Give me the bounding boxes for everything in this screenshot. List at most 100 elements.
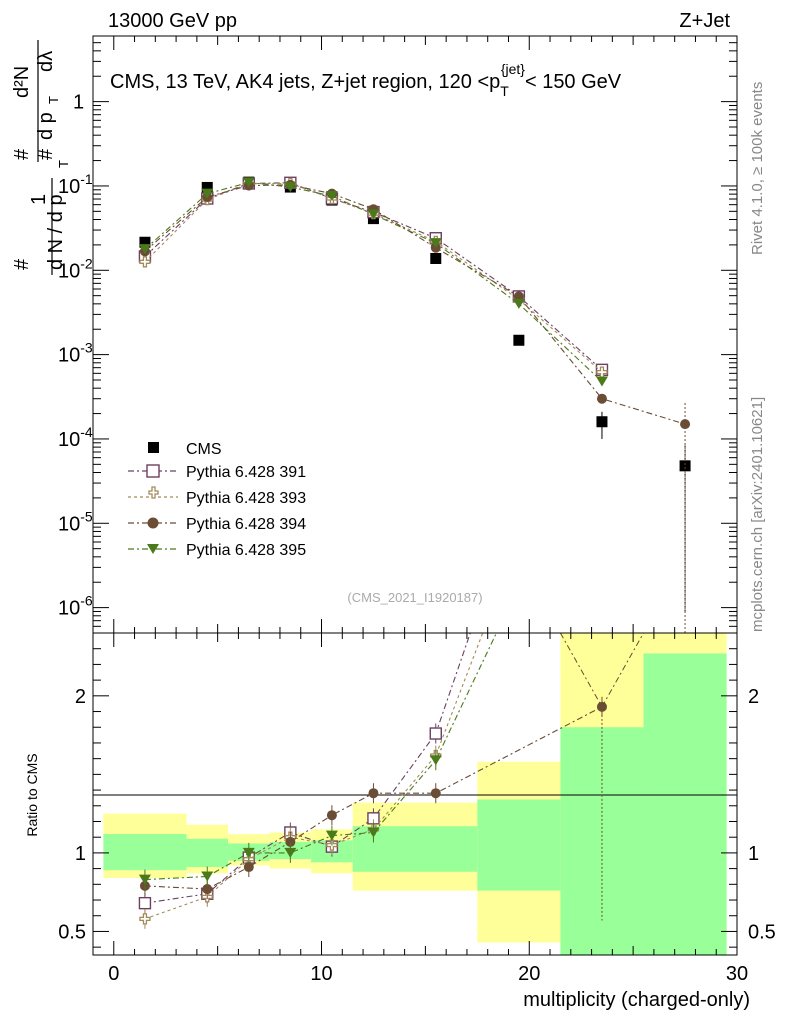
uncertainty-band-inner (477, 799, 561, 891)
ratio-series-line (144, 632, 471, 904)
ratio-series-line (601, 632, 644, 708)
ratio-y-tick-label: 2 (748, 686, 759, 708)
legend-marker-393 (148, 486, 159, 499)
analysis-id: (CMS_2021_I1920187) (347, 590, 482, 605)
mcplots-credit: mcplots.cern.ch [arXiv:2401.10621] (749, 397, 766, 632)
uncertainty-band-inner (186, 838, 229, 868)
legend-label-394: Pythia 6.428 394 (186, 516, 306, 533)
ratio-point (138, 874, 151, 885)
ratio-y-ticks: 0.5 0.5 1 1 2 2 (58, 648, 776, 948)
ratio-point (367, 827, 380, 838)
ratio-series-line (144, 706, 603, 890)
legend-marker-391 (146, 464, 160, 478)
data-point (596, 366, 608, 378)
ratio-y-tick-label: 1 (748, 843, 759, 865)
y-tick-label: 10-3 (58, 340, 93, 367)
ratio-point (242, 847, 255, 858)
legend-label-cms: CMS (186, 441, 222, 458)
uncertainty-band-inner (560, 727, 644, 955)
data-point (284, 182, 297, 193)
legend-label-393: Pythia 6.428 393 (186, 490, 306, 507)
legend-label-395: Pythia 6.428 395 (186, 542, 306, 559)
ratio-point (429, 755, 442, 766)
ratio-y-tick-label: 0.5 (58, 921, 86, 943)
data-point (512, 298, 525, 309)
svg-text:dλ: dλ (35, 51, 57, 72)
ratio-point (201, 871, 214, 882)
data-point (139, 256, 151, 268)
svg-text:d p: d p (35, 112, 57, 140)
legend-label-391: Pythia 6.428 391 (186, 464, 306, 481)
svg-text:T: T (46, 96, 61, 104)
series-line (144, 184, 686, 425)
ratio-point (138, 896, 152, 910)
uncertainty-band-inner (103, 834, 187, 871)
y-tick-label: 10-4 (58, 424, 93, 451)
y-tick-label: 10-6 (58, 593, 93, 620)
main-ylabel: # 1 d N / d p T # d²N # d p T dλ (11, 40, 71, 275)
ratio-point (139, 913, 151, 925)
svg-text:#: # (11, 148, 33, 160)
data-point (242, 177, 255, 188)
x-tick-label: 0 (108, 963, 119, 985)
ratio-point (368, 788, 379, 799)
data-point (139, 236, 151, 248)
ratio-y-tick-label: 2 (75, 686, 86, 708)
ratio-series-line (144, 632, 484, 920)
ratio-point (429, 727, 442, 740)
ratio-y-tick-label: 0.5 (748, 921, 776, 943)
svg-text:#: # (11, 258, 33, 270)
ratio-y-tick-label: 1 (75, 843, 86, 865)
legend-marker-394 (147, 517, 159, 529)
ratio-point (243, 862, 254, 873)
y-tick-label: 1 (73, 92, 84, 114)
ratio-point (325, 830, 338, 841)
main-axes: 1 10-1 10-2 10-3 10-4 10-5 10-6 (58, 35, 738, 634)
main-x-ticks (113, 36, 738, 633)
data-point (513, 334, 525, 346)
ratio-series-line (559, 632, 603, 708)
data-point (325, 191, 338, 202)
x-tick-label: 30 (726, 963, 748, 985)
data-point (596, 393, 607, 404)
x-tick-label: 10 (310, 963, 332, 985)
ratio-point (326, 810, 337, 821)
header-right: Z+Jet (679, 10, 730, 32)
data-point (430, 252, 442, 264)
svg-text:1: 1 (28, 194, 50, 205)
ratio-series (138, 632, 644, 929)
legend: CMS Pythia 6.428 391 Pythia 6.428 393 Py… (128, 441, 306, 559)
legend-marker-cms (148, 442, 159, 453)
x-tick-label: 20 (518, 963, 540, 985)
ratio-series-line (144, 632, 497, 881)
ratio-x-ticks: 0 10 20 30 (108, 633, 748, 985)
legend-marker-395 (147, 544, 159, 554)
svg-text:T: T (56, 160, 71, 168)
ratio-point (430, 788, 441, 799)
ratio-bands (103, 633, 727, 955)
chart-title: CMS, 13 TeV, AK4 jets, Z+jet region, 120… (110, 61, 622, 99)
header-left: 13000 GeV pp (108, 10, 237, 32)
ratio-axes: 0.5 0.5 1 1 2 2 0 10 20 30 (58, 632, 776, 985)
data-point (429, 238, 442, 249)
svg-text:d²N: d²N (11, 66, 33, 98)
svg-text:#: # (35, 148, 57, 160)
uncertainty-band-inner (643, 653, 727, 955)
main-y-ticks: 1 10-1 10-2 10-3 10-4 10-5 10-6 (58, 35, 737, 634)
data-point (367, 209, 380, 220)
data-point (595, 376, 608, 387)
ratio-point (202, 884, 213, 895)
rivet-version: Rivet 4.1.0, ≥ 100k events (749, 82, 766, 255)
data-point (201, 181, 213, 193)
main-series (138, 176, 691, 633)
y-tick-label: 10-1 (58, 171, 93, 198)
ratio-point (285, 836, 296, 847)
svg-text:d N / d p: d N / d p (45, 194, 67, 270)
ratio-point (284, 847, 297, 858)
data-point (201, 188, 214, 199)
y-tick-label: 10-2 (58, 255, 93, 282)
x-axis-label: multiplicity (charged-only) (523, 989, 750, 1011)
ratio-ylabel: Ratio to CMS (24, 753, 40, 836)
y-tick-label: 10-5 (58, 508, 93, 535)
